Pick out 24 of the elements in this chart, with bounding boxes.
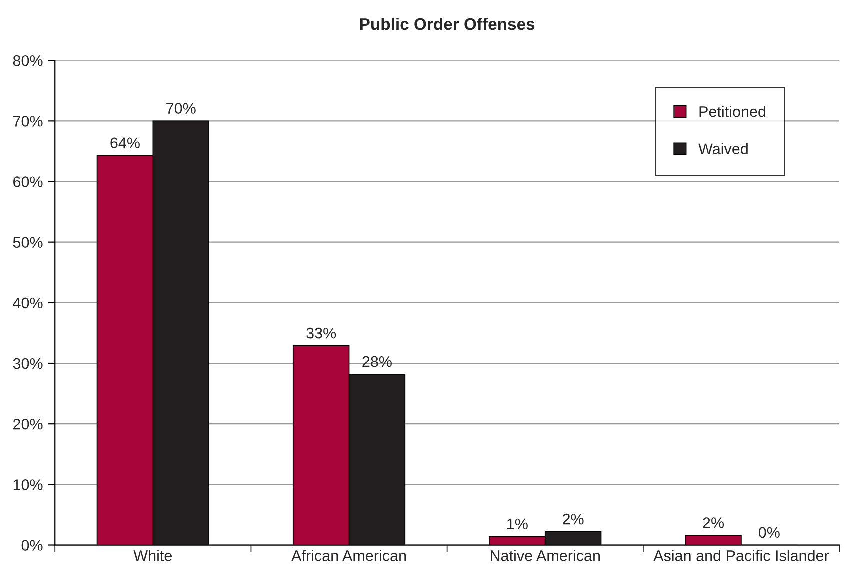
y-tick-label: 0% [22, 540, 43, 551]
chart-title: Public Order Offenses [360, 18, 535, 30]
x-tick-label: White [134, 550, 172, 562]
data-label: 2% [563, 514, 584, 525]
y-tick-label: 30% [13, 358, 43, 370]
data-label: 0% [758, 527, 780, 538]
y-tick-label: 10% [14, 480, 43, 490]
legend-label: Petitioned [700, 106, 766, 118]
data-label: 70% [166, 103, 196, 114]
y-tick-label: 70% [14, 116, 43, 127]
x-tick-label: African American [292, 550, 406, 562]
y-tick-label: 50% [13, 237, 43, 248]
y-tick-label: 40% [13, 298, 43, 309]
y-tick-label: 80% [13, 55, 43, 66]
x-tick-label: Asian and Pacific Islander [654, 550, 830, 562]
y-tick-label: 60% [14, 176, 43, 188]
data-label: 1% [508, 518, 528, 530]
data-label: 28% [362, 356, 392, 368]
data-label: 64% [110, 138, 140, 149]
data-label: 33% [306, 328, 336, 339]
legend-label: Waived [698, 143, 748, 154]
data-label: 2% [703, 518, 724, 528]
y-tick-label: 20% [14, 418, 43, 430]
x-tick-label: Native American [491, 550, 600, 562]
